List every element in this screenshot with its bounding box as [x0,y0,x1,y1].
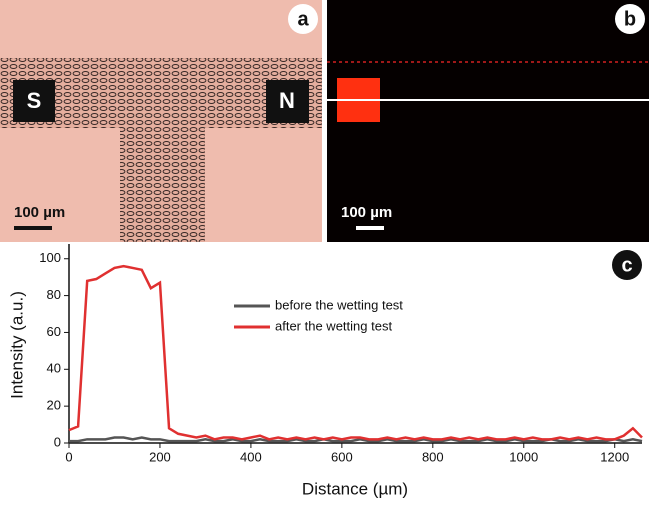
pole-label: N [279,88,295,113]
scale-label: 100 µm [341,204,392,221]
series-line [68,264,643,441]
x-axis-title: Distance (µm) [302,479,408,498]
panel-badge [288,4,318,34]
panel-b: 100 µm b [327,0,649,242]
x-tick-label: 0 [65,449,72,464]
panel-a: S N 100 µm a [0,0,322,242]
magnet-n [266,80,309,123]
x-tick-label: 600 [331,449,353,464]
legend-label: before the wetting test [275,297,403,312]
scale-bar [356,226,384,230]
x-tick-label: 200 [149,449,171,464]
scale-bar [14,226,52,230]
x-tick-label: 1000 [509,449,538,464]
mesh-stem [120,128,205,242]
y-tick-label: 0 [54,434,61,449]
panel-label: a [297,8,309,30]
y-tick-label: 40 [47,361,61,376]
scale-label: 100 µm [14,204,65,221]
x-tick-label: 800 [422,449,444,464]
y-tick-label: 80 [47,287,61,302]
x-tick-label: 1200 [600,449,629,464]
magnet-s [13,80,55,122]
panel-badge [615,4,645,34]
x-tick-label: 400 [240,449,262,464]
panel-label: b [624,8,636,30]
pole-label: S [27,88,42,113]
y-tick-label: 60 [47,324,61,339]
panel-badge [612,250,642,280]
y-axis-title: Intensity (a.u.) [7,291,26,399]
legend-label: after the wetting test [275,318,392,333]
panel-label: c [621,254,632,276]
y-tick-label: 100 [39,250,61,265]
y-tick-label: 20 [47,398,61,413]
micrograph-b [327,0,649,242]
